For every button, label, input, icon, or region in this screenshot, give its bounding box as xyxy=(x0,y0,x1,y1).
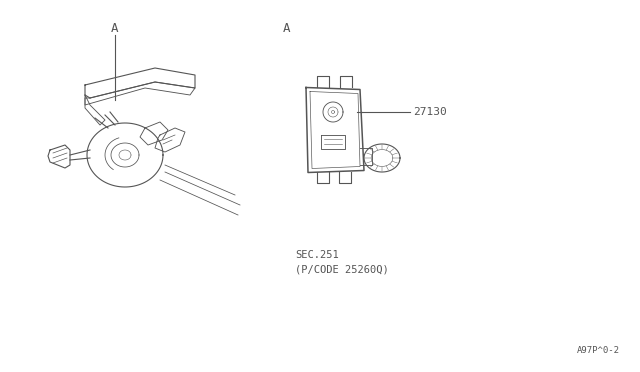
Text: SEC.251: SEC.251 xyxy=(295,250,339,260)
Text: A: A xyxy=(284,22,291,35)
Text: A97P^0-2: A97P^0-2 xyxy=(577,346,620,355)
Text: (P/CODE 25260Q): (P/CODE 25260Q) xyxy=(295,265,388,275)
Text: 27130: 27130 xyxy=(413,107,447,117)
Text: A: A xyxy=(111,22,119,35)
